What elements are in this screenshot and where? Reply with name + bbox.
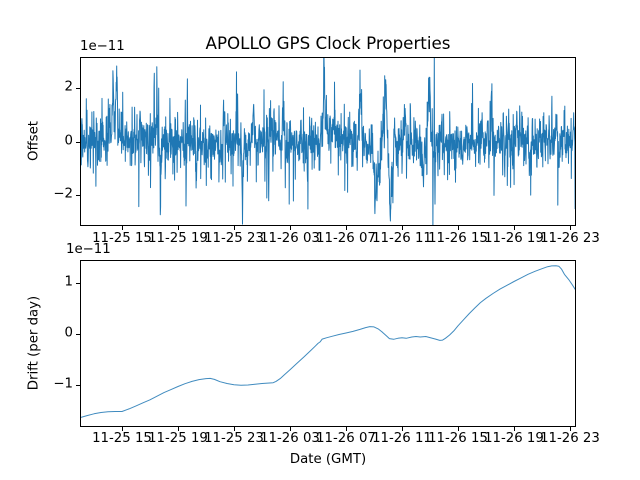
- offset-x-tick-label: 11-26 03: [260, 231, 320, 246]
- offset-x-tick-label: 11-26 15: [428, 231, 488, 246]
- drift-x-tick-label: 11-26 23: [540, 431, 600, 446]
- drift-x-tick-label: 11-26 03: [260, 431, 320, 446]
- offset-x-tick-label: 11-26 23: [540, 231, 600, 246]
- offset-x-tick-label: 11-25 15: [92, 231, 152, 246]
- drift-y-tick-label: 1: [64, 274, 73, 290]
- offset-y-tick-label: 2: [64, 79, 73, 95]
- drift-x-tick-label: 11-26 19: [484, 431, 544, 446]
- drift-y-axis-label: Drift (per day): [26, 295, 42, 391]
- offset-x-tick-label: 11-26 07: [316, 231, 376, 246]
- drift-y-tick-label: 0: [64, 325, 73, 341]
- drift-x-tick-marks: [122, 427, 571, 431]
- chart-title: APOLLO GPS Clock Properties: [205, 33, 451, 53]
- drift-y-tick-label: −1: [53, 376, 73, 392]
- clock-drift-line: [80, 265, 576, 419]
- drift-x-tick-label: 11-26 07: [316, 431, 376, 446]
- offset-x-tick-marks: [122, 226, 571, 230]
- offset-axes-frame: [80, 57, 576, 226]
- drift-y-tick-marks: [76, 283, 80, 386]
- offset-y-tick-label: −2: [53, 187, 73, 203]
- drift-x-tick-label: 11-25 19: [148, 431, 208, 446]
- drift-x-tick-label: 11-25 15: [92, 431, 152, 446]
- offset-x-tick-label: 11-26 19: [484, 231, 544, 246]
- offset-y-tick-marks: [76, 88, 80, 196]
- offset-x-tick-label: 11-26 11: [372, 231, 432, 246]
- drift-x-tick-label: 11-26 15: [428, 431, 488, 446]
- drift-x-tick-label: 11-26 11: [372, 431, 432, 446]
- clock-offset-line: [80, 57, 576, 226]
- offset-x-tick-label: 11-25 23: [204, 231, 264, 246]
- drift-axes-frame: [80, 260, 576, 427]
- drift-x-tick-label: 11-25 23: [204, 431, 264, 446]
- offset-x-tick-label: 11-25 19: [148, 231, 208, 246]
- offset-scale-factor-text: 1e−11: [80, 39, 125, 54]
- offset-y-tick-label: 0: [64, 133, 73, 149]
- drift-scale-factor-text: 1e−11: [66, 242, 111, 257]
- x-axis-label: Date (GMT): [289, 452, 367, 467]
